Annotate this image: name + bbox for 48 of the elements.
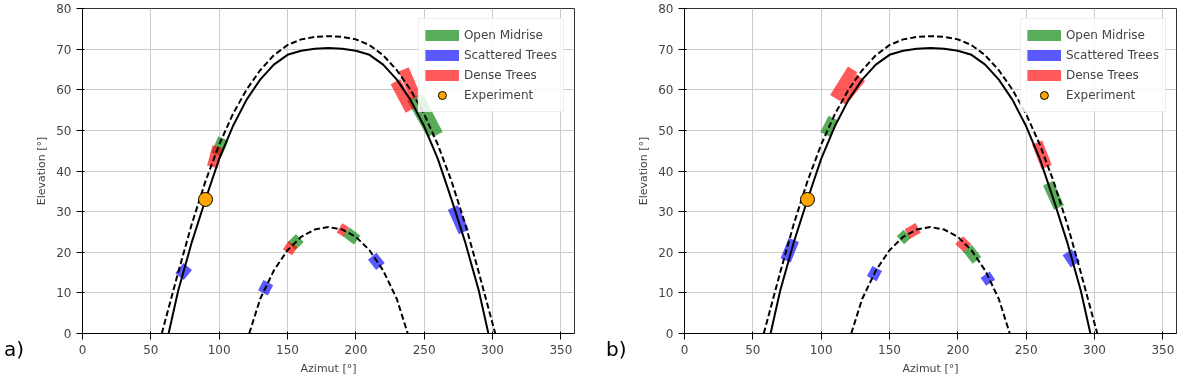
y-tick-label: 50 <box>658 123 674 138</box>
x-axis-title: Azimut [°] <box>300 361 357 375</box>
x-tick-label: 0 <box>78 342 87 357</box>
y-tick-label: 60 <box>658 83 674 98</box>
y-axis-title: Elevation [°] <box>35 136 49 206</box>
y-tick-label: 80 <box>658 2 674 16</box>
x-tick-label: 100 <box>207 342 231 357</box>
x-tick-label: 150 <box>878 342 901 357</box>
legend-label: Experiment <box>1065 88 1136 102</box>
x-tick-label: 0 <box>680 342 689 357</box>
legend-label: Dense Trees <box>1065 68 1139 82</box>
y-tick-label: 40 <box>56 164 72 179</box>
y-tick-label: 40 <box>658 164 674 179</box>
legend-label: Scattered Trees <box>1065 48 1159 62</box>
y-tick-label: 20 <box>56 245 72 260</box>
y-tick-label: 70 <box>658 42 674 57</box>
x-tick-label: 300 <box>1083 342 1106 357</box>
text: b) <box>606 336 627 363</box>
y-tick-label: 60 <box>56 83 72 98</box>
x-tick-label: 250 <box>412 342 436 357</box>
legend-label: Experiment <box>463 88 534 102</box>
x-tick-label: 200 <box>344 342 368 357</box>
y-axis-title: Elevation [°] <box>637 136 651 206</box>
x-tick-label: 300 <box>481 342 504 357</box>
legend-label: Open Midrise <box>463 28 543 42</box>
x-tick-label: 250 <box>1014 342 1038 357</box>
y-tick-label: 30 <box>658 205 674 220</box>
x-tick-label: 350 <box>549 342 573 357</box>
x-tick-label: 350 <box>1151 342 1175 357</box>
x-axis-title: Azimut [°] <box>902 361 959 375</box>
y-tick-label: 10 <box>56 286 72 301</box>
y-tick-label: 30 <box>56 205 72 220</box>
legend-label: Dense Trees <box>463 68 537 82</box>
y-tick-label: 70 <box>56 42 72 57</box>
text: a) <box>4 336 25 363</box>
y-tick-label: 0 <box>63 327 72 341</box>
y-tick-label: 20 <box>658 245 674 260</box>
y-tick-label: 80 <box>56 2 72 16</box>
y-tick-label: 10 <box>658 286 674 301</box>
y-tick-label: 50 <box>56 123 72 138</box>
x-tick-label: 200 <box>946 342 970 357</box>
legend-label: Scattered Trees <box>463 48 557 62</box>
x-tick-label: 50 <box>143 342 159 357</box>
legend-label: Open Midrise <box>1065 28 1145 42</box>
x-tick-label: 50 <box>745 342 761 357</box>
x-tick-label: 100 <box>809 342 833 357</box>
y-tick-label: 0 <box>665 327 674 341</box>
x-tick-label: 150 <box>276 342 299 357</box>
